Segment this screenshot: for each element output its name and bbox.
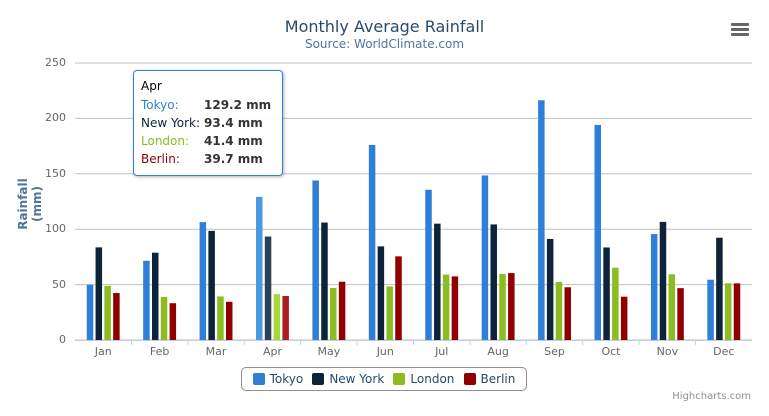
chart-subtitle: Source: WorldClimate.com	[304, 37, 465, 51]
tooltip-value-tokyo: 129.2 mm	[204, 98, 272, 112]
legend-label: Tokyo	[269, 372, 304, 386]
bar-tokyo-dec	[707, 279, 714, 340]
bar-new-york-oct	[603, 247, 610, 340]
bar-tokyo-mar	[199, 222, 207, 340]
bar-berlin-sep	[564, 287, 571, 340]
x-tick-label: Mar	[205, 345, 227, 358]
tooltip-value-new-york: 93.4 mm	[204, 116, 263, 130]
bar-london-jan	[104, 285, 111, 340]
bar-london-apr	[273, 294, 281, 340]
legend-swatch	[252, 373, 265, 385]
y-tick-label: 100	[45, 222, 66, 236]
bar-berlin-aug	[508, 273, 515, 340]
bar-tokyo-jun	[368, 144, 376, 340]
bar-berlin-jan	[113, 293, 120, 340]
bar-new-york-dec	[716, 237, 723, 340]
bar-london-aug	[499, 273, 506, 340]
tooltip-value-london: 41.4 mm	[204, 134, 263, 148]
bar-new-york-aug	[490, 224, 497, 340]
legend-swatch	[312, 373, 325, 385]
bar-berlin-nov	[677, 288, 684, 340]
bar-tokyo-apr	[256, 196, 263, 340]
x-tick-label: Feb	[149, 345, 170, 358]
bar-new-york-feb	[151, 252, 159, 340]
bar-new-york-jun	[377, 246, 385, 340]
credits-link[interactable]: Highcharts.com	[672, 391, 751, 402]
bar-london-sep	[555, 281, 563, 340]
hamburger-menu-icon[interactable]	[731, 23, 749, 37]
bar-berlin-apr	[282, 296, 289, 340]
bar-london-jun	[386, 286, 393, 340]
bar-new-york-sep	[546, 238, 554, 340]
bar-berlin-jun	[395, 256, 402, 340]
y-tick-label: 0	[59, 333, 66, 346]
legend-item-berlin[interactable]: Berlin	[463, 372, 516, 386]
bar-tokyo-may	[312, 180, 319, 340]
tooltip-label-new-york: New York:	[141, 116, 200, 130]
bar-berlin-mar	[225, 301, 233, 340]
tooltip: Apr Tokyo: 129.2 mm New York: 93.4 mm Lond…	[133, 70, 283, 176]
legend: Tokyo New York London Berlin	[241, 367, 527, 391]
bar-tokyo-sep	[538, 100, 545, 341]
bar-tokyo-jul	[425, 189, 432, 340]
x-tick-label: Nov	[656, 345, 679, 358]
legend-label: New York	[329, 372, 385, 386]
tooltip-header: Apr	[141, 79, 162, 93]
bar-berlin-dec	[733, 283, 741, 340]
bar-london-may	[330, 287, 337, 340]
bar-new-york-jul	[434, 223, 441, 340]
x-tick-label: Sep	[544, 345, 565, 358]
legend-label: Berlin	[480, 372, 516, 386]
bar-berlin-feb	[169, 303, 177, 340]
y-tick-label: 50	[52, 277, 66, 291]
x-tick-label: May	[317, 345, 341, 358]
bar-tokyo-oct	[594, 124, 602, 341]
tooltip-value-berlin: 39.7 mm	[204, 152, 263, 166]
legend-label: London	[410, 372, 455, 386]
tooltip-label-tokyo: Tokyo:	[141, 98, 179, 112]
bar-tokyo-aug	[481, 175, 489, 340]
bar-new-york-nov	[659, 221, 667, 340]
bar-new-york-apr	[264, 236, 272, 340]
x-tick-label: Jul	[435, 345, 449, 358]
y-tick-label: 200	[45, 111, 66, 125]
bar-london-oct	[612, 267, 619, 340]
bar-berlin-may	[338, 281, 346, 340]
bar-new-york-mar	[208, 230, 215, 340]
x-tick-label: Aug	[487, 345, 509, 358]
legend-swatch	[393, 373, 406, 385]
bar-london-nov	[668, 274, 676, 340]
x-tick-label: Apr	[262, 345, 282, 358]
x-tick-label: Jun	[376, 345, 394, 358]
legend-item-tokyo[interactable]: Tokyo	[252, 372, 304, 386]
legend-item-london[interactable]: London	[393, 372, 454, 386]
bar-new-york-jan	[95, 247, 103, 340]
tooltip-label-london: London:	[141, 134, 190, 148]
bar-london-dec	[724, 283, 732, 340]
legend-item-new-york[interactable]: New York	[312, 372, 384, 386]
y-tick-label: 150	[45, 166, 66, 180]
bar-tokyo-nov	[650, 234, 658, 340]
bar-london-mar	[217, 296, 224, 340]
bar-tokyo-jan	[86, 284, 94, 340]
x-tick-label: Dec	[713, 345, 735, 358]
bar-berlin-oct	[620, 296, 628, 340]
bar-tokyo-feb	[143, 260, 150, 340]
chart-title: Monthly Average Rainfall	[284, 17, 485, 36]
bar-new-york-may	[321, 222, 328, 340]
bar-london-jul	[442, 274, 450, 340]
legend-swatch	[463, 373, 476, 385]
bar-london-feb	[160, 297, 168, 340]
tooltip-label-berlin: Berlin:	[141, 152, 180, 166]
x-tick-label: Jan	[94, 345, 112, 358]
bar-berlin-jul	[451, 276, 459, 340]
x-tick-label: Oct	[601, 345, 621, 358]
y-tick-label: 250	[45, 56, 66, 69]
